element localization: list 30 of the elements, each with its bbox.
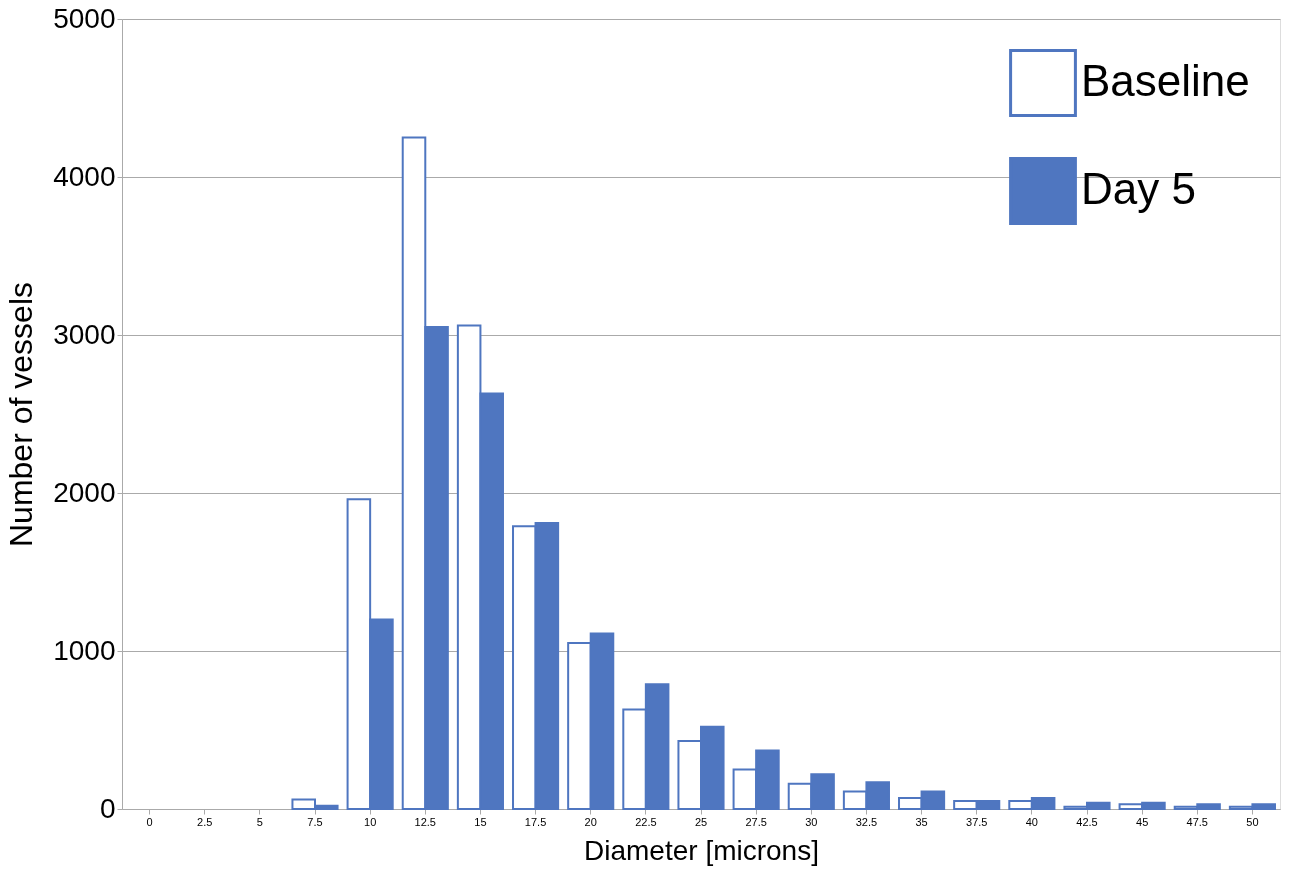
x-tick-label: 35 [915,815,928,828]
y-tick-label: 5000 [53,2,116,34]
x-tick-label: 2.5 [197,815,213,828]
x-tick-label: 30 [805,815,818,828]
y-tick-label: 3000 [53,318,116,350]
x-tick-label: 47.5 [1186,815,1208,828]
x-tick-label: 32.5 [855,815,878,828]
x-tick-label: 5 [256,815,263,828]
x-tick-label: 7.5 [307,815,323,828]
y-tick-label: 4000 [53,160,116,192]
y-tick-label: 2000 [53,476,116,508]
x-tick-label: 27.5 [745,815,767,828]
x-tick-label: 17.5 [524,815,547,828]
x-tick-label: 37.5 [966,815,988,828]
x-tick-label: 40 [1025,815,1038,828]
y-tick-label: 1000 [53,634,116,666]
x-tick-label: 12.5 [414,815,436,828]
legend-label: Baseline [1081,56,1250,105]
x-tick-label: 25 [694,815,708,828]
x-tick-label: 10 [364,815,377,828]
x-axis-title: Diameter [microns] [584,834,819,866]
x-tick-label: 50 [1246,815,1259,828]
x-tick-label: 22.5 [635,815,657,828]
x-tick-label: 42.5 [1076,815,1098,828]
legend-label: Day 5 [1081,164,1196,213]
x-tick-label: 0 [146,815,153,828]
x-tick-label: 15 [474,815,487,828]
x-tick-label: 20 [584,815,597,828]
y-axis-title: Number of vessels [3,282,40,547]
x-tick-label: 45 [1136,815,1149,828]
